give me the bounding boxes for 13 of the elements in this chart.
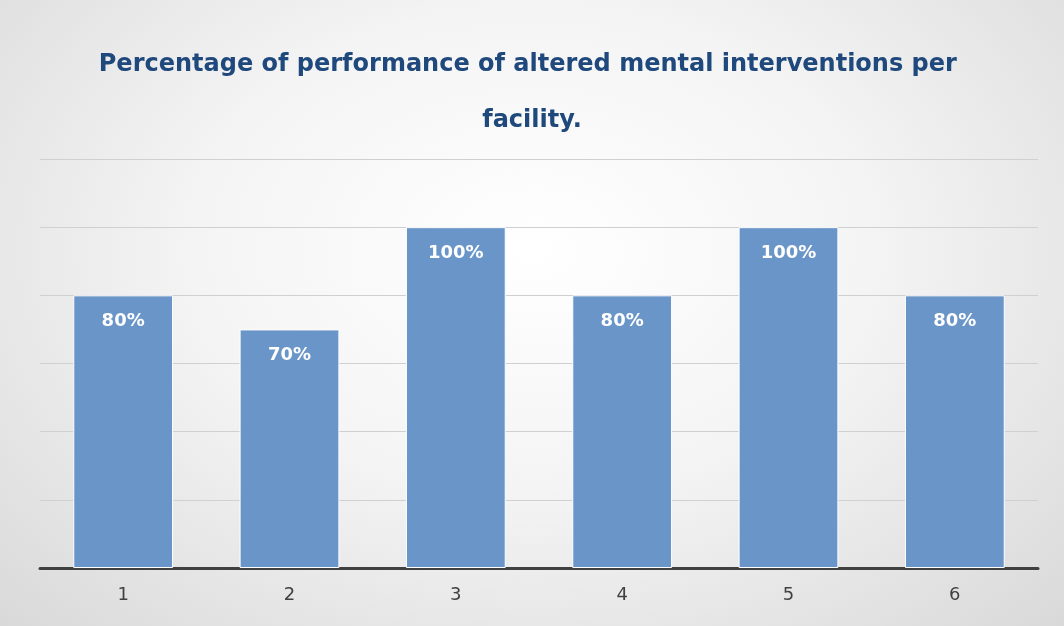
- data-label: 80%: [933, 308, 977, 330]
- data-label: 100%: [428, 240, 484, 262]
- x-tick-label: 5: [782, 582, 795, 604]
- x-tick-label: 4: [616, 582, 628, 604]
- x-tick-label: 3: [450, 582, 462, 604]
- chart-title: Percentage of performance of altered mental interventions per facility.: [98, 49, 966, 133]
- x-tick-label: 2: [283, 582, 296, 604]
- data-label: 80%: [600, 308, 644, 330]
- data-label: 70%: [267, 342, 312, 364]
- data-label: 80%: [101, 308, 145, 330]
- data-label: 100%: [760, 240, 817, 262]
- x-tick-label: 1: [117, 582, 129, 604]
- x-tick-label: 6: [949, 582, 961, 604]
